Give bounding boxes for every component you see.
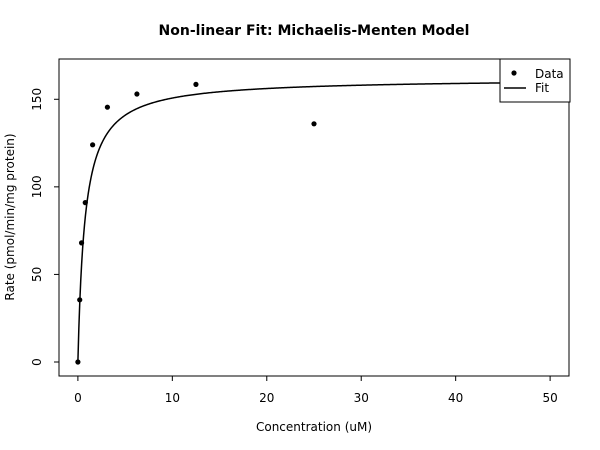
- x-tick-label: 30: [354, 391, 369, 405]
- y-tick-label: 0: [30, 358, 44, 366]
- legend-label-fit: Fit: [535, 81, 549, 95]
- y-axis-label: Rate (pmol/min/mg protein): [3, 133, 17, 300]
- x-tick-label: 40: [448, 391, 463, 405]
- x-tick-label: 10: [165, 391, 180, 405]
- x-tick-label: 0: [74, 391, 82, 405]
- data-point: [75, 359, 81, 365]
- y-tick-label: 50: [30, 267, 44, 282]
- data-point: [78, 240, 85, 246]
- legend-marker-data: [511, 70, 517, 76]
- plot-frame: [58, 58, 570, 377]
- y-axis: 0 50 100 150: [30, 88, 59, 366]
- legend: Data Fit: [499, 58, 571, 103]
- data-point: [104, 104, 111, 110]
- fit-curve: [77, 81, 551, 363]
- data-point: [134, 91, 140, 97]
- y-tick-label: 150: [30, 88, 44, 111]
- data-point: [90, 142, 96, 148]
- chart-title: Non-linear Fit: Michaelis-Menten Model: [159, 23, 470, 39]
- legend-label-data: Data: [535, 67, 564, 81]
- x-axis-label: Concentration (uM): [256, 420, 372, 434]
- x-tick-label: 20: [259, 391, 274, 405]
- fit-layer: [77, 81, 551, 363]
- data-point: [193, 81, 199, 87]
- x-axis: 0 10 20 30 40 50: [74, 376, 558, 405]
- points-layer: [75, 81, 317, 365]
- data-point: [82, 200, 88, 206]
- data-point: [311, 121, 317, 127]
- data-point: [77, 297, 83, 303]
- y-tick-label: 100: [30, 175, 44, 198]
- x-tick-label: 50: [542, 391, 557, 405]
- legend-box: [499, 58, 571, 103]
